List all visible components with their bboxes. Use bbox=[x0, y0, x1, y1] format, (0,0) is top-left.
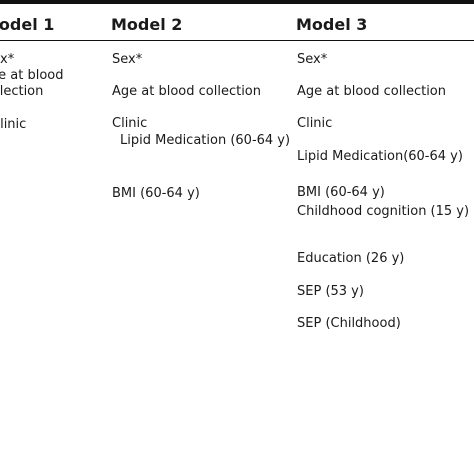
cell: SEP (53 y) bbox=[297, 284, 364, 299]
header: Model 3 bbox=[296, 15, 368, 34]
cell: Childhood cognition (15 y) bbox=[297, 204, 470, 219]
cell: Age at blood collection bbox=[112, 84, 261, 99]
cell: BMI (60-64 y) bbox=[112, 186, 200, 201]
cell: Clinic bbox=[0, 117, 27, 132]
cell: BMI (60-64 y) bbox=[297, 185, 385, 200]
cell: Education (26 y) bbox=[297, 251, 405, 266]
header: Model 2 bbox=[111, 15, 183, 34]
top-rule bbox=[0, 0, 474, 4]
header: Model 1 bbox=[0, 15, 55, 34]
cell: collection bbox=[0, 84, 44, 99]
cell: Clinic bbox=[297, 116, 333, 131]
cell: SEP (Childhood) bbox=[297, 316, 401, 331]
cell: Age at blood collection bbox=[297, 84, 446, 99]
cell: Lipid Medication (60-64 y) bbox=[120, 133, 291, 148]
header-rule bbox=[0, 40, 474, 41]
cell: Clinic bbox=[112, 116, 148, 131]
cell: Sex* bbox=[0, 52, 15, 67]
cell: Sex* bbox=[112, 52, 143, 67]
cell: Lipid Medication(60-64 y) bbox=[297, 149, 463, 164]
cell: Age at blood bbox=[0, 68, 64, 83]
cell: Sex* bbox=[297, 52, 328, 67]
